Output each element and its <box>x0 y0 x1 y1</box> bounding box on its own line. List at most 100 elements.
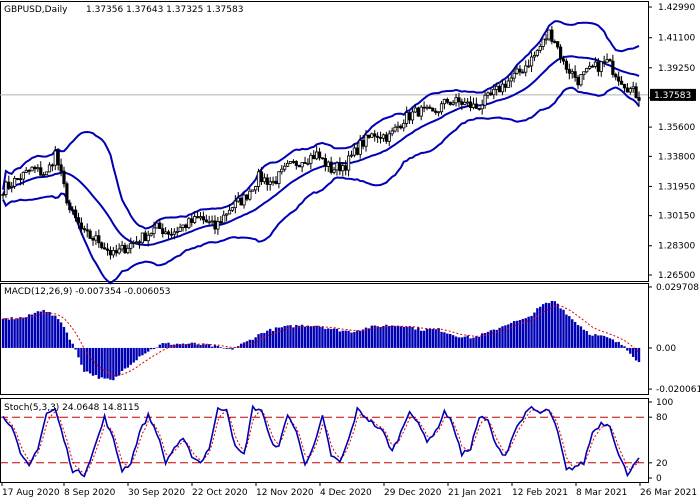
candle-body <box>387 133 391 142</box>
candle-body <box>225 213 229 216</box>
macd-bar <box>460 337 464 348</box>
stoch-title: Stoch(5,3,3) 24.0648 14.8115 <box>4 403 139 413</box>
candle-body <box>222 214 226 224</box>
candle-body <box>463 101 467 105</box>
candle-body <box>532 54 537 58</box>
macd-bar <box>86 347 89 372</box>
macd-bar <box>225 347 228 349</box>
macd-bar <box>62 326 66 348</box>
candle-body <box>256 171 261 187</box>
candle-body <box>111 250 115 256</box>
macd-bar <box>141 347 144 356</box>
macd-bar <box>71 343 74 348</box>
macd-bar <box>446 333 449 348</box>
candle-body <box>74 209 78 218</box>
candle-body <box>474 103 478 109</box>
candle-body <box>341 165 345 172</box>
stoch-y-tick-label: 0 <box>656 474 662 484</box>
macd-bar <box>170 344 173 348</box>
chart-ohlc: 1.37356 1.37643 1.37325 1.37583 <box>86 5 243 15</box>
candle-body <box>190 218 194 223</box>
macd-bar <box>30 314 34 348</box>
stoch-y-tick-label: 20 <box>656 459 668 469</box>
candle-body <box>358 140 362 155</box>
candle-body <box>590 65 595 68</box>
macd-bar <box>303 326 307 348</box>
macd-bar <box>553 301 556 348</box>
candle-body <box>541 38 545 47</box>
macd-bar <box>196 344 199 348</box>
stoch-panel <box>0 398 649 483</box>
candle-body <box>88 230 92 239</box>
candle-body <box>100 242 104 249</box>
candle-body <box>21 171 25 180</box>
macd-bar <box>39 311 42 348</box>
candle-body <box>512 72 516 79</box>
macd-bar <box>149 347 153 350</box>
macd-bar <box>556 303 559 348</box>
macd-bar <box>4 318 8 348</box>
macd-bar <box>277 327 281 348</box>
candle-body <box>518 68 522 73</box>
candle-body <box>216 221 220 230</box>
macd-bar <box>359 330 362 348</box>
macd-bar <box>541 304 545 348</box>
candle-body <box>33 166 37 170</box>
macd-bar <box>300 324 304 348</box>
macd-y-tick-label: 0.029708 <box>656 283 699 293</box>
candle-body <box>94 235 98 241</box>
macd-bar <box>126 347 130 368</box>
candle-body <box>486 92 490 96</box>
candle-body <box>309 154 313 164</box>
macd-bar <box>417 327 420 348</box>
macd-bar <box>361 329 365 348</box>
macd-bar <box>103 347 106 379</box>
macd-bar <box>350 332 353 348</box>
candle-body <box>207 221 211 224</box>
candle-body <box>529 56 534 67</box>
candle-body <box>62 170 66 185</box>
macd-bar <box>129 347 132 365</box>
candle-body <box>550 29 554 42</box>
price-y-tick-label: 1.42990 <box>658 3 695 13</box>
candle-body <box>294 161 298 166</box>
macd-bar <box>45 311 48 348</box>
candle-body <box>381 134 386 139</box>
candle-body <box>422 106 426 109</box>
candle-body <box>300 162 304 168</box>
macd-bar <box>338 331 342 348</box>
candle-body <box>85 229 89 232</box>
macd-bar <box>489 330 493 348</box>
candle-body <box>326 161 330 167</box>
candle-body <box>573 71 577 78</box>
candle-body <box>495 85 499 90</box>
macd-bar <box>51 315 54 348</box>
candle-body <box>538 46 542 51</box>
macd-bar <box>97 347 101 379</box>
macd-bar <box>597 335 600 348</box>
macd-bar <box>367 328 371 348</box>
bollinger-middle-line <box>2 55 640 247</box>
macd-bar <box>56 319 60 348</box>
macd-bar <box>222 347 225 349</box>
stoch-plot: 100 80 20 0 <box>0 398 673 484</box>
candle-body <box>195 216 200 219</box>
candle-body <box>338 162 342 172</box>
macd-bar <box>280 327 283 348</box>
macd-bar <box>13 319 16 348</box>
macd-bar <box>524 318 527 348</box>
candle-body <box>471 103 476 108</box>
macd-bar <box>373 325 376 348</box>
macd-bar <box>501 326 504 348</box>
macd-bar <box>202 343 205 348</box>
candle-body <box>567 68 571 74</box>
macd-bar <box>327 328 330 348</box>
macd-bar <box>263 332 266 348</box>
candle-body <box>137 241 142 244</box>
candle-body <box>193 216 197 223</box>
macd-bar <box>582 329 586 348</box>
macd-bar <box>210 346 214 348</box>
candle-body <box>431 107 435 112</box>
candle-body <box>527 65 531 68</box>
candle-body <box>184 224 188 229</box>
